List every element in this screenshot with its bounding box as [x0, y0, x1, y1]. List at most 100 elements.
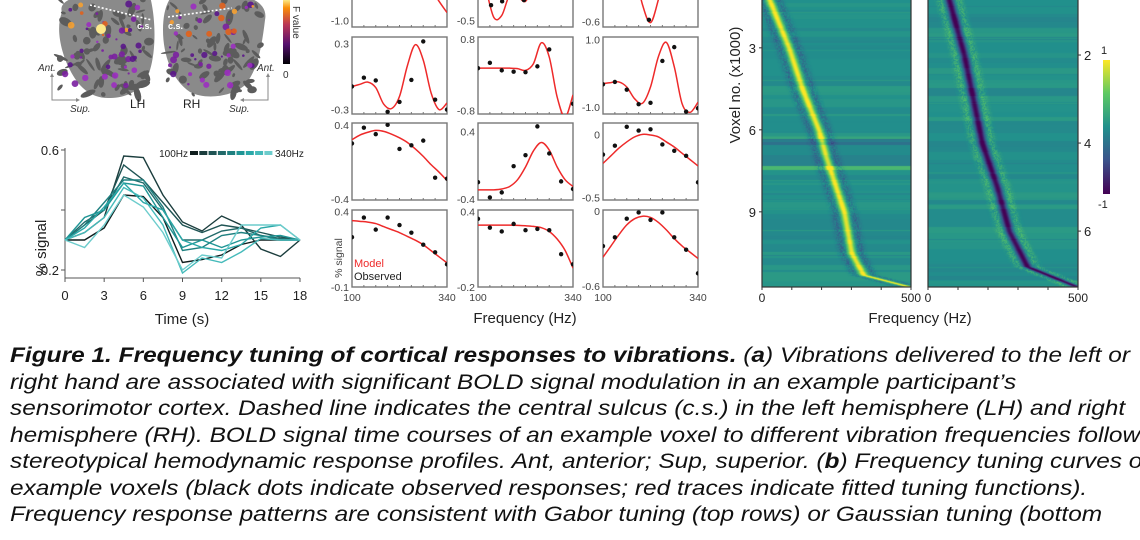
observed-point	[373, 227, 378, 232]
observed-point	[361, 215, 367, 220]
viridis-colorbar	[1103, 60, 1110, 194]
activation-spot	[79, 56, 83, 59]
sulcus-patch	[214, 71, 225, 83]
y-axis-label: % signal	[33, 220, 50, 277]
activation-spot	[187, 83, 190, 86]
lh-label: LH	[130, 97, 145, 111]
observed-point	[683, 247, 689, 252]
y-tick-label: 0.4	[334, 120, 349, 132]
observed-point	[352, 84, 355, 89]
sulcus-patch	[251, 50, 261, 59]
activation-spot	[194, 58, 197, 61]
y-tick-label: -0.6	[582, 281, 600, 293]
sulcus-patch	[203, 49, 214, 56]
activation-spot	[132, 55, 137, 60]
panel-frame	[477, 209, 574, 288]
observed-point	[547, 47, 552, 52]
sulcus-patch	[224, 33, 232, 44]
observed-point	[535, 64, 540, 69]
observed-point	[624, 87, 629, 92]
observed-point	[523, 69, 528, 75]
y-tick-label: -0.4	[331, 194, 349, 206]
observed-point	[648, 127, 653, 132]
caption-text: sensorimotor cortex. Dashed line indicat…	[10, 397, 1126, 420]
panel-frame	[351, 0, 448, 28]
sulcus-patch	[175, 33, 184, 40]
observed-point	[603, 152, 606, 157]
panel-content	[352, 123, 447, 182]
sulcus-patch	[95, 57, 101, 71]
activation-spot	[120, 43, 127, 50]
sulcus-patch	[169, 2, 178, 9]
observed-point	[488, 2, 494, 8]
f-value-label: F value	[290, 6, 301, 39]
heatmap-frame	[761, 0, 912, 288]
activation-spot	[79, 11, 84, 15]
activation-peak	[96, 24, 106, 34]
sulcus-patch	[202, 14, 212, 24]
tuning-curves-grid: Frequency (Hz) -1.0 -0.5 -0.6 0.3 -0.3 0.8 -0.…	[331, 0, 707, 327]
y-tick-label: -1.0	[331, 16, 349, 28]
activation-spot	[219, 2, 226, 10]
y-tick-label: -0.1	[331, 282, 349, 294]
observed-point	[636, 128, 641, 133]
observed-point	[612, 143, 618, 148]
observed-point	[636, 102, 641, 107]
caption-line: sensorimotor cortex. Dashed line indicat…	[10, 396, 1125, 422]
model-curve	[478, 141, 573, 191]
central-sulcus-line-left	[89, 4, 153, 21]
activation-spot	[222, 23, 230, 31]
observed-point	[432, 250, 438, 255]
sulcus-patch	[98, 76, 105, 88]
caption-line: hemisphere (RH). BOLD signal time course…	[10, 423, 1140, 449]
model-curve	[352, 219, 447, 264]
heatmap-frame	[927, 0, 1079, 288]
sulcus-patch	[56, 0, 64, 4]
sulcus-patch	[100, 59, 111, 72]
activation-spot	[67, 62, 73, 68]
cs-label-left: c.s.	[137, 21, 152, 31]
observed-point	[499, 68, 504, 73]
activation-spot	[198, 62, 203, 67]
panel-content	[478, 216, 573, 269]
activation-spot	[95, 12, 99, 16]
x-tick-label: 6	[140, 288, 147, 303]
activation-spot	[168, 63, 173, 68]
sulcus-patch	[165, 77, 170, 83]
observed-point	[499, 0, 505, 4]
observed-point	[385, 215, 390, 220]
legend-swatch	[199, 151, 208, 155]
activation-spot	[226, 53, 231, 58]
legend-swatch	[236, 151, 245, 155]
panel-content	[352, 39, 447, 114]
sulcus-patch	[256, 42, 264, 49]
x-tick-label: 100	[343, 292, 361, 304]
sulcus-patch	[144, 37, 154, 46]
sulcus-patch	[208, 55, 222, 62]
y-tick-label: -0.6	[582, 17, 600, 29]
panel-content	[478, 41, 573, 114]
sulcus-patch	[215, 32, 221, 44]
sulcus-patch	[74, 61, 82, 67]
sulcus-patch	[245, 49, 250, 54]
sulcus-patch	[73, 52, 81, 60]
activation-spot	[212, 50, 218, 57]
caption-text: example voxels (black dots indicate obse…	[10, 476, 1088, 500]
activation-spot	[175, 9, 180, 14]
sulcus-patch	[247, 86, 257, 94]
sulcus-patch	[110, 17, 120, 26]
sulcus-patch	[127, 2, 137, 17]
sulcus-patch	[142, 70, 151, 82]
sulcus-patch	[207, 36, 217, 48]
observed-point	[570, 262, 573, 267]
sulcus-patch	[135, 19, 142, 32]
activation-spot	[127, 72, 130, 75]
observed-point	[478, 216, 481, 222]
observed-point	[421, 242, 426, 247]
activation-spot	[251, 4, 255, 8]
x-tick-label: 0	[759, 291, 766, 305]
sulcus-patch	[198, 0, 207, 5]
x-tick-label: 340	[438, 292, 456, 304]
caption-line: Figure 1. Frequency tuning of cortical r…	[10, 343, 1130, 369]
